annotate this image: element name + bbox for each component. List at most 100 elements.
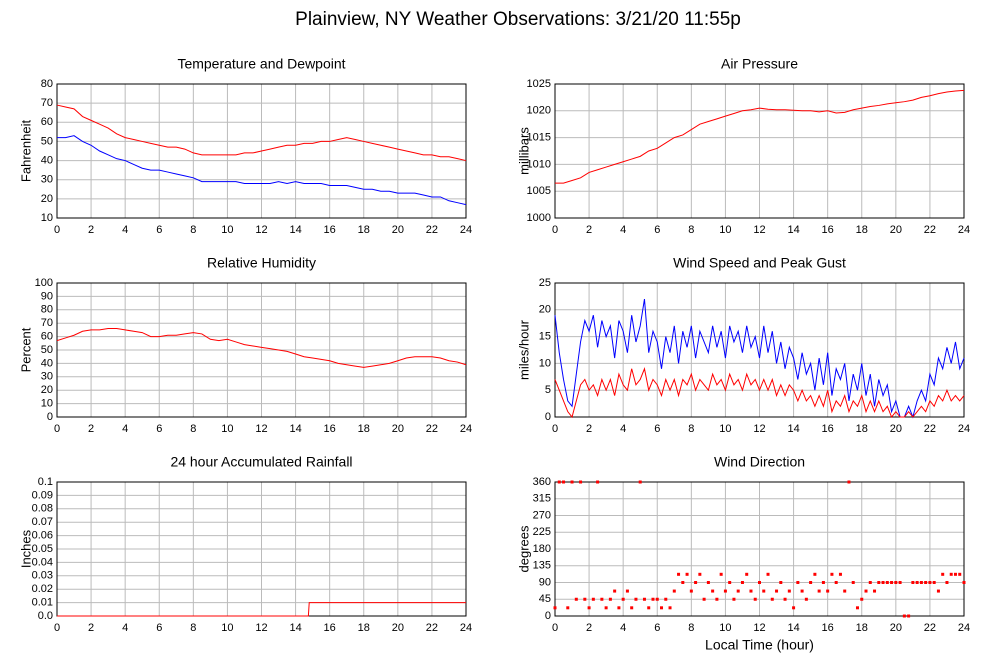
data-line: [56, 104, 467, 162]
x-tick-label: 10: [719, 423, 731, 435]
x-tick-label: 2: [586, 224, 592, 236]
x-tick-label: 4: [620, 224, 626, 236]
plot-border: [56, 83, 467, 219]
data-point: [945, 581, 949, 584]
x-tick-label: 0: [552, 423, 558, 435]
x-tick-label: 4: [620, 423, 626, 435]
x-tick-label: 6: [654, 224, 660, 236]
x-tick-label: 22: [924, 622, 936, 634]
y-axis-label: miles/hour: [516, 319, 531, 380]
data-point: [677, 572, 681, 576]
y-tick-label: 40: [41, 357, 53, 369]
data-point: [953, 572, 957, 576]
y-tick-label: 0.06: [32, 530, 53, 542]
data-point: [851, 581, 855, 584]
x-tick-label: 0: [54, 622, 60, 634]
data-point: [911, 581, 915, 584]
y-tick-label: 10: [41, 212, 53, 224]
x-tick-label: 10: [719, 622, 731, 634]
y-tick-label: 30: [41, 371, 53, 383]
y-tick-label: 0.04: [32, 556, 53, 568]
x-tick-label: 4: [122, 224, 128, 236]
chart-title: Relative Humidity: [207, 255, 316, 271]
data-line: [554, 367, 965, 419]
x-tick-label: 14: [289, 224, 301, 236]
x-tick-label: 14: [787, 423, 799, 435]
y-tick-label: 20: [539, 304, 551, 316]
x-tick-label: 22: [924, 224, 936, 236]
y-axis-label: Fahrenheit: [18, 120, 33, 183]
x-tick-label: 0: [552, 224, 558, 236]
x-tick-label: 0: [54, 224, 60, 236]
chart-title: Wind Speed and Peak Gust: [673, 255, 846, 271]
x-tick-label: 2: [88, 224, 94, 236]
data-point: [740, 581, 744, 584]
data-point: [838, 572, 842, 576]
y-tick-label: 40: [41, 154, 53, 166]
chart-title: Temperature and Dewpoint: [177, 56, 345, 72]
x-tick-label: 4: [122, 622, 128, 634]
y-tick-label: 270: [533, 509, 551, 521]
data-point: [894, 581, 898, 584]
data-point: [694, 581, 698, 584]
plot-border: [554, 481, 965, 617]
data-point: [949, 572, 953, 576]
y-tick-label: 180: [533, 543, 551, 555]
data-point: [907, 614, 911, 618]
data-point: [596, 480, 600, 484]
data-point: [745, 572, 749, 576]
data-point: [924, 581, 928, 584]
data-point: [779, 581, 783, 584]
x-tick-label: 4: [620, 622, 626, 634]
data-point: [783, 597, 787, 601]
data-point: [553, 606, 557, 610]
y-tick-label: 60: [41, 331, 53, 343]
x-tick-label: 4: [122, 423, 128, 435]
x-tick-label: 18: [358, 622, 370, 634]
data-point: [809, 581, 813, 584]
data-point: [796, 581, 800, 584]
data-point: [668, 606, 672, 610]
data-point: [817, 589, 821, 593]
x-tick-label: 2: [88, 423, 94, 435]
data-point: [651, 597, 655, 601]
y-tick-label: 0: [47, 411, 53, 423]
y-tick-label: 80: [41, 304, 53, 316]
y-tick-label: 1025: [527, 78, 551, 90]
x-tick-label: 14: [787, 622, 799, 634]
data-point: [800, 589, 804, 593]
x-tick-label: 16: [324, 224, 336, 236]
data-point: [775, 589, 779, 593]
page-title: Plainview, NY Weather Observations: 3/21…: [295, 9, 741, 30]
y-tick-label: 1000: [527, 212, 551, 224]
data-point: [787, 589, 791, 593]
x-tick-label: 16: [822, 622, 834, 634]
x-tick-label: 6: [654, 622, 660, 634]
data-point: [877, 581, 881, 584]
chart-title: 24 hour Accumulated Rainfall: [170, 454, 352, 470]
y-tick-label: 30: [41, 174, 53, 186]
x-tick-label: 6: [156, 423, 162, 435]
x-tick-label: 6: [156, 622, 162, 634]
data-point: [860, 597, 864, 601]
data-point: [928, 581, 932, 584]
data-point: [608, 597, 612, 601]
x-tick-label: 12: [753, 423, 765, 435]
data-point: [557, 480, 561, 484]
x-tick-label: 10: [221, 224, 233, 236]
y-tick-label: 0.1: [38, 476, 53, 488]
x-tick-label: 20: [392, 622, 404, 634]
data-point: [698, 572, 702, 576]
y-tick-label: 135: [533, 560, 551, 572]
x-tick-label: 18: [856, 622, 868, 634]
y-tick-label: 0.01: [32, 597, 53, 609]
y-tick-label: 70: [41, 317, 53, 329]
data-point: [621, 597, 625, 601]
x-tick-label: 22: [426, 224, 438, 236]
data-point: [732, 597, 736, 601]
y-axis-label: Percent: [18, 327, 33, 372]
y-tick-label: 1010: [527, 158, 551, 170]
x-tick-label: 12: [255, 224, 267, 236]
y-tick-label: 50: [41, 344, 53, 356]
